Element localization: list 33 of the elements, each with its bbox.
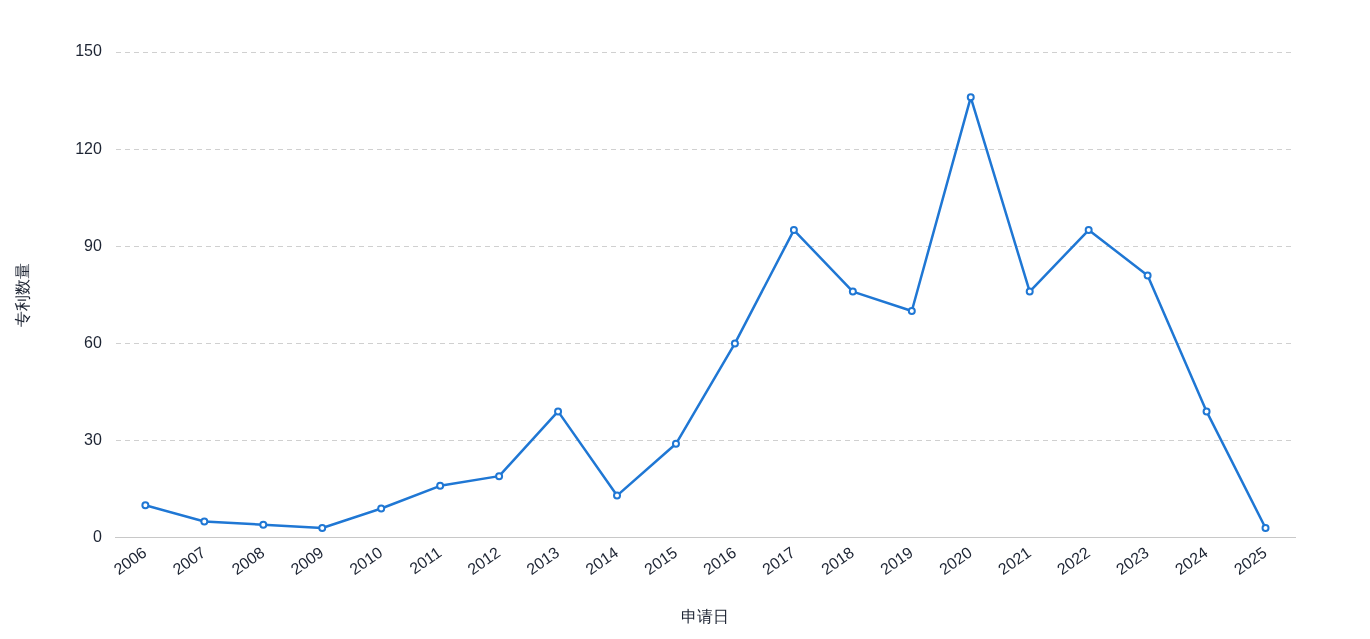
x-tick-label: 2009 [287, 543, 327, 578]
point [141, 501, 150, 510]
x-tick-label: 2021 [995, 543, 1035, 578]
y-tick-label: 0 [92, 528, 102, 546]
point [1025, 287, 1034, 296]
point [730, 339, 739, 348]
point [1261, 523, 1270, 532]
point [259, 520, 268, 529]
x-tick-label: 2019 [877, 543, 917, 578]
point [789, 226, 798, 235]
point [671, 439, 680, 448]
point [554, 407, 563, 416]
point [436, 481, 445, 490]
y-tick-label: 150 [75, 42, 102, 60]
point [1084, 226, 1093, 235]
point [966, 93, 975, 102]
point [377, 504, 386, 513]
point [613, 491, 622, 500]
point [318, 523, 327, 532]
x-tick-label: 2011 [406, 543, 445, 578]
x-tick-label: 2006 [110, 543, 150, 578]
point [495, 472, 504, 481]
y-tick-label: 30 [84, 430, 102, 448]
y-tick-label: 120 [75, 139, 102, 157]
point [1143, 271, 1152, 280]
y-axis-title: 专利数量 [14, 262, 32, 327]
point [848, 287, 857, 296]
x-axis-title: 申请日 [681, 607, 730, 625]
y-tick-label: 60 [84, 333, 102, 351]
y-tick-label: 90 [84, 236, 102, 254]
point [1202, 407, 1211, 416]
point [200, 517, 209, 526]
point [907, 307, 916, 316]
